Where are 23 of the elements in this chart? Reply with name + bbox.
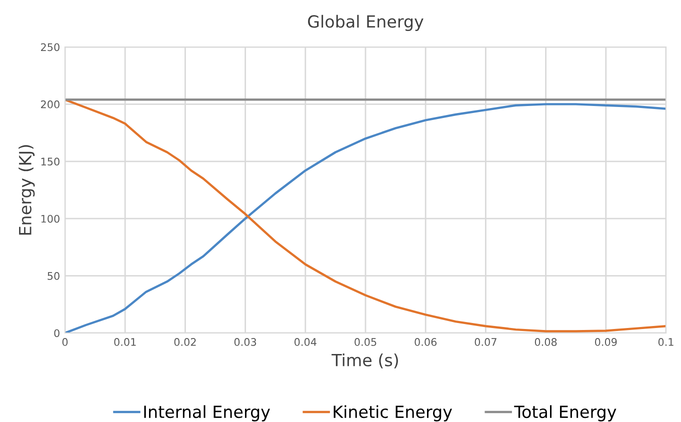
x-tick-label: 0.03 bbox=[234, 338, 256, 346]
x-axis-title: Time (s) bbox=[332, 354, 398, 368]
x-tick-label: 0.01 bbox=[114, 338, 136, 346]
y-tick-label: 200 bbox=[41, 100, 60, 108]
legend-label: Kinetic Energy bbox=[334, 405, 452, 422]
y-tick-label: 150 bbox=[41, 158, 60, 166]
x-tick-label: 0 bbox=[62, 338, 68, 346]
x-tick-label: 0.08 bbox=[534, 338, 557, 346]
y-axis-title: Energy (KJ) bbox=[18, 145, 35, 235]
chart-title: Global Energy bbox=[308, 14, 424, 32]
x-tick-label: 0.06 bbox=[414, 338, 437, 346]
x-tick-label: 0.09 bbox=[594, 338, 617, 346]
legend-label: Total Energy bbox=[514, 405, 616, 422]
x-tick-label: 0.1 bbox=[658, 338, 674, 346]
y-tick-label: 250 bbox=[41, 43, 60, 52]
y-tick-label: 100 bbox=[41, 214, 60, 223]
x-tick-label: 0.05 bbox=[354, 338, 376, 346]
x-tick-label: 0.02 bbox=[174, 338, 196, 346]
x-tick-label: 0.07 bbox=[474, 338, 496, 346]
legend-label: Internal Energy bbox=[144, 405, 270, 422]
y-tick-label: 50 bbox=[48, 272, 60, 280]
x-tick-label: 0.04 bbox=[294, 338, 316, 346]
y-tick-label: 0 bbox=[54, 329, 60, 338]
